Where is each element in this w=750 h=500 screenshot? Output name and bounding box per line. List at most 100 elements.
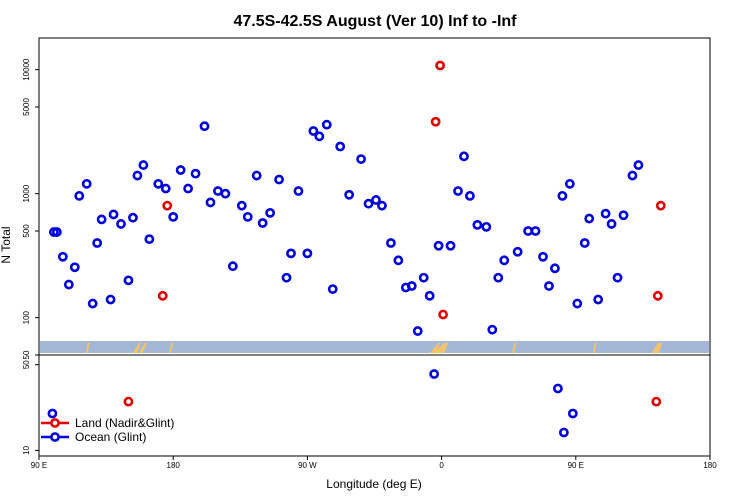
land-strip-mark-2 bbox=[138, 343, 147, 353]
land-point-4 bbox=[438, 309, 448, 320]
ocean-point-29 bbox=[236, 200, 247, 211]
land-point-8 bbox=[651, 396, 662, 407]
chart-title: 47.5S-42.5S August (Ver 10) Inf to -Inf bbox=[233, 13, 517, 30]
land-strip-mark-5 bbox=[432, 343, 447, 353]
ocean-point-47 bbox=[371, 195, 381, 205]
ocean-point-77 bbox=[593, 294, 604, 305]
ocean-point-9 bbox=[96, 214, 107, 225]
ocean-point-54 bbox=[418, 272, 429, 283]
land-strip-mark-7 bbox=[512, 343, 517, 353]
ocean-point-42 bbox=[327, 284, 338, 294]
ocean-point-18 bbox=[153, 178, 164, 189]
ocean-point-67 bbox=[523, 226, 533, 236]
ocean-point-85 bbox=[553, 383, 563, 394]
ocean-point-14 bbox=[128, 212, 138, 223]
ocean-point-88 bbox=[47, 408, 58, 419]
land-point-5 bbox=[123, 396, 134, 407]
legend-label-0: Land (Nadir&Glint) bbox=[75, 416, 174, 430]
ocean-point-66 bbox=[512, 246, 523, 257]
ocean-point-4 bbox=[69, 262, 80, 273]
ocean-point-11 bbox=[108, 209, 119, 220]
legend-marker-1 bbox=[50, 432, 60, 442]
ocean-point-17 bbox=[144, 234, 155, 245]
ocean-point-32 bbox=[257, 218, 268, 228]
x-tick-label-5: 180 bbox=[703, 461, 717, 470]
ocean-point-48 bbox=[377, 200, 387, 211]
surface-strip bbox=[40, 341, 709, 353]
y-upper-tick-label-2: 500 bbox=[22, 224, 31, 238]
y-upper-tick-label-3: 1000 bbox=[22, 184, 31, 202]
ocean-point-80 bbox=[612, 272, 623, 283]
ocean-point-46 bbox=[363, 198, 374, 209]
x-tick-label-4: 90 E bbox=[568, 461, 584, 470]
ocean-point-57 bbox=[445, 240, 456, 251]
ocean-point-1 bbox=[51, 227, 62, 237]
x-axis: 90 E 180 90 W 0 90 E 180 bbox=[31, 456, 717, 470]
land-strip-mark-8 bbox=[592, 343, 597, 353]
ocean-point-15 bbox=[132, 170, 143, 181]
x-tick-label-1: 180 bbox=[167, 461, 181, 470]
ocean-point-62 bbox=[481, 221, 492, 232]
y-upper-tick-label-4: 5000 bbox=[22, 98, 31, 116]
ocean-point-52 bbox=[406, 281, 417, 291]
ocean-point-71 bbox=[550, 263, 560, 274]
land-point-0 bbox=[162, 200, 173, 211]
ocean-point-53 bbox=[412, 326, 423, 336]
ocean-point-8 bbox=[92, 238, 103, 248]
y-upper-tick-label-0: 50 bbox=[22, 350, 31, 359]
legend-label-1: Ocean (Glint) bbox=[75, 430, 146, 444]
ocean-point-56 bbox=[433, 240, 444, 251]
ocean-point-31 bbox=[251, 170, 262, 181]
ocean-point-58 bbox=[453, 186, 463, 196]
ocean-point-64 bbox=[493, 272, 504, 283]
ocean-point-39 bbox=[308, 126, 319, 136]
ocean-point-30 bbox=[242, 211, 253, 222]
ocean-point-70 bbox=[544, 281, 554, 291]
land-strip-mark-9 bbox=[651, 343, 660, 353]
ocean-point-82 bbox=[627, 170, 638, 181]
ocean-point-68 bbox=[530, 226, 541, 236]
ocean-point-84 bbox=[429, 369, 440, 379]
ocean-point-19 bbox=[160, 183, 171, 194]
lower-panel-frame bbox=[38, 354, 711, 457]
ocean-point-81 bbox=[618, 210, 629, 221]
ocean-point-20 bbox=[168, 211, 179, 222]
ocean-point-16 bbox=[138, 160, 149, 170]
ocean-point-59 bbox=[459, 151, 469, 162]
lower-panel bbox=[38, 354, 711, 457]
ocean-point-61 bbox=[472, 219, 483, 230]
ocean-point-43 bbox=[335, 141, 346, 152]
ocean-point-72 bbox=[557, 190, 568, 201]
ocean-point-49 bbox=[386, 238, 396, 248]
ocean-point-87 bbox=[567, 408, 578, 419]
ocean-point-73 bbox=[564, 178, 575, 189]
ocean-point-60 bbox=[465, 190, 475, 201]
ocean-point-50 bbox=[393, 255, 404, 266]
land-strip-mark-4 bbox=[430, 343, 441, 353]
ocean-point-37 bbox=[293, 186, 304, 196]
ocean-point-35 bbox=[281, 272, 292, 283]
y-upper-tick-label-5: 10000 bbox=[22, 58, 31, 81]
x-tick-label-2: 90 W bbox=[298, 461, 317, 470]
ocean-point-36 bbox=[286, 248, 296, 259]
ocean-point-12 bbox=[116, 219, 126, 229]
ocean-point-13 bbox=[123, 275, 134, 286]
ocean-point-3 bbox=[63, 279, 74, 290]
ocean-point-6 bbox=[81, 178, 92, 189]
ocean-point-33 bbox=[265, 207, 276, 218]
ocean-point-79 bbox=[606, 219, 617, 229]
ocean-point-7 bbox=[87, 298, 98, 309]
ocean-point-41 bbox=[321, 119, 332, 130]
y-axis-lower: 10 50 bbox=[22, 360, 39, 455]
y-axis-upper: 50 100 500 1000 5000 10000 bbox=[22, 58, 39, 359]
ocean-point-75 bbox=[579, 238, 590, 248]
land-strip-mark-3 bbox=[169, 343, 174, 353]
legend-marker-0 bbox=[50, 418, 60, 428]
ocean-point-76 bbox=[584, 213, 595, 224]
ocean-point-44 bbox=[344, 189, 355, 200]
ocean-point-23 bbox=[190, 168, 201, 179]
land-point-7 bbox=[652, 290, 663, 301]
ocean-point-86 bbox=[558, 427, 569, 438]
ocean-point-22 bbox=[183, 183, 194, 194]
